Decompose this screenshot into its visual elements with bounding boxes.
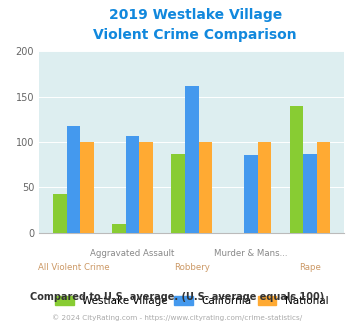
Text: Aggravated Assault: Aggravated Assault	[90, 249, 175, 258]
Text: Murder & Mans...: Murder & Mans...	[214, 249, 288, 258]
Text: Robbery: Robbery	[174, 263, 210, 272]
Bar	[198, 142, 212, 233]
Bar	[244, 154, 258, 233]
Bar	[112, 224, 126, 233]
Bar	[258, 142, 271, 233]
Text: Violent Crime Comparison: Violent Crime Comparison	[93, 28, 297, 42]
Bar	[303, 154, 317, 233]
Text: 2019 Westlake Village: 2019 Westlake Village	[109, 8, 282, 22]
Text: Compared to U.S. average. (U.S. average equals 100): Compared to U.S. average. (U.S. average …	[31, 292, 324, 302]
Bar	[80, 142, 94, 233]
Bar	[290, 106, 303, 233]
Text: All Violent Crime: All Violent Crime	[38, 263, 109, 272]
Bar	[317, 142, 331, 233]
Bar	[126, 136, 139, 233]
Bar	[185, 86, 198, 233]
Bar	[139, 142, 153, 233]
Bar	[53, 194, 66, 233]
Bar	[66, 126, 80, 233]
Bar	[171, 154, 185, 233]
Text: Rape: Rape	[299, 263, 321, 272]
Legend: Westlake Village, California, National: Westlake Village, California, National	[55, 296, 328, 306]
Text: © 2024 CityRating.com - https://www.cityrating.com/crime-statistics/: © 2024 CityRating.com - https://www.city…	[53, 314, 302, 321]
